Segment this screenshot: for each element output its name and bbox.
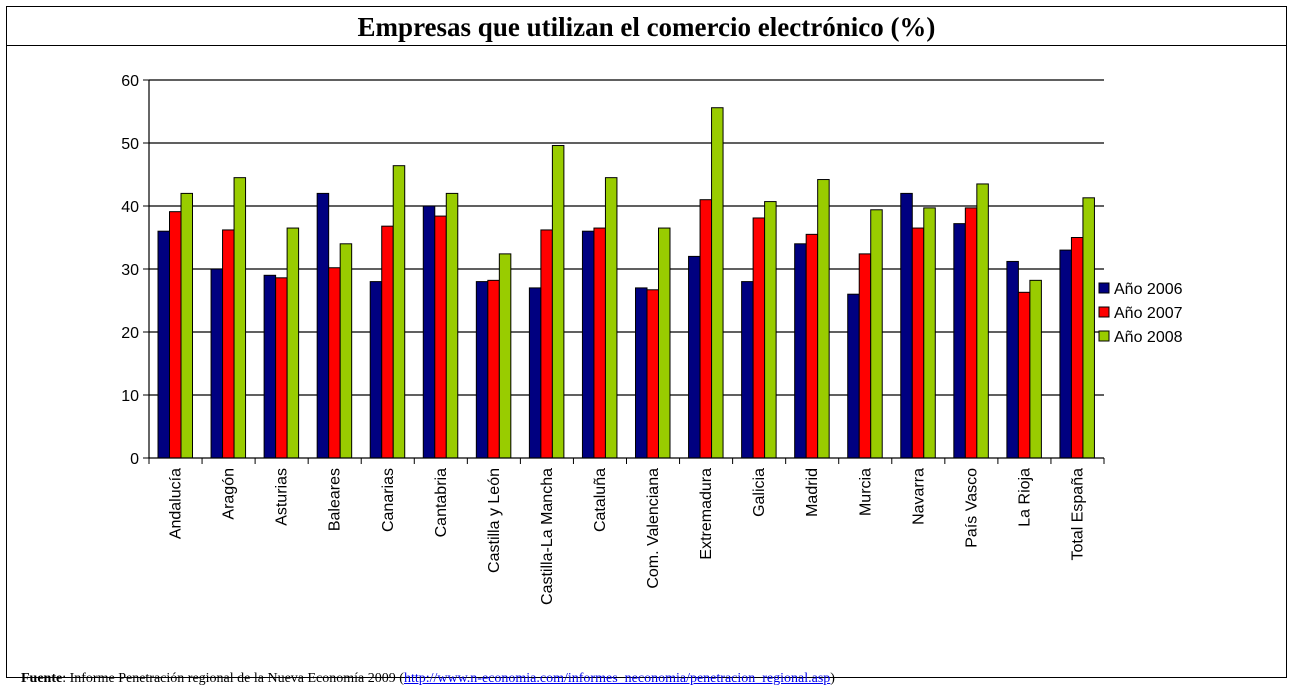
bar bbox=[1070, 237, 1084, 459]
bar bbox=[540, 229, 553, 459]
bar bbox=[328, 267, 341, 459]
x-tick-label: Andalucía bbox=[168, 468, 185, 539]
x-tick-label: Cantabria bbox=[433, 468, 450, 537]
bar bbox=[858, 253, 872, 459]
source-text: : Informe Penetración regional de la Nue… bbox=[62, 671, 404, 685]
bar bbox=[210, 268, 224, 459]
y-tick-label: 30 bbox=[121, 262, 139, 279]
bar bbox=[1029, 279, 1042, 459]
bar bbox=[422, 205, 436, 459]
gridlines bbox=[149, 79, 1104, 396]
x-tick-label: Castilla y León bbox=[486, 468, 503, 573]
bar bbox=[817, 179, 830, 459]
legend-swatch bbox=[1098, 282, 1110, 294]
bar bbox=[392, 165, 406, 459]
x-tick-label: Castilla-La Mancha bbox=[539, 468, 556, 605]
bar bbox=[741, 281, 754, 459]
legend-swatch bbox=[1098, 306, 1110, 318]
bar bbox=[646, 289, 659, 459]
bar bbox=[1059, 249, 1072, 459]
bar bbox=[434, 215, 447, 459]
bar bbox=[275, 277, 288, 459]
bar bbox=[263, 274, 277, 459]
y-tick-label: 10 bbox=[121, 388, 139, 405]
bar bbox=[233, 177, 247, 459]
source-link[interactable]: http://www.n-economia.com/informes_necon… bbox=[403, 671, 831, 685]
y-tick-label: 50 bbox=[121, 136, 139, 153]
bar-chart: 0 10 20 30 40 50 60 Andalucía Aragón Asturias Bale… bbox=[121, 73, 1183, 605]
bar bbox=[711, 107, 724, 459]
bar bbox=[487, 279, 500, 459]
bar bbox=[752, 217, 766, 459]
x-tick-label: Navarra bbox=[910, 468, 927, 525]
y-tick-label: 40 bbox=[121, 199, 139, 216]
x-tick-label: Asturias bbox=[274, 468, 291, 526]
bar bbox=[222, 229, 235, 459]
chart-frame: Empresas que utilizan el comercio electr… bbox=[6, 6, 1287, 685]
bar bbox=[180, 192, 193, 459]
chart-title: Empresas que utilizan el comercio electr… bbox=[7, 7, 1286, 46]
bar bbox=[699, 199, 713, 459]
y-tick-label: 60 bbox=[121, 73, 139, 90]
bar bbox=[1082, 197, 1095, 459]
source-close: ) bbox=[830, 671, 835, 685]
bar bbox=[498, 253, 512, 459]
bars bbox=[157, 107, 1095, 459]
bar bbox=[870, 209, 883, 459]
bar bbox=[381, 225, 394, 459]
bar bbox=[900, 192, 913, 459]
bar bbox=[528, 287, 542, 459]
x-tick-label: Baleares bbox=[327, 468, 344, 531]
bar bbox=[604, 177, 618, 459]
source-label: Fuente bbox=[21, 671, 63, 685]
bar bbox=[923, 207, 936, 459]
bar bbox=[964, 207, 978, 459]
bar bbox=[688, 255, 701, 459]
y-tick-label: 20 bbox=[121, 325, 139, 342]
legend-label: Año 2007 bbox=[1114, 305, 1183, 322]
legend-label: Año 2008 bbox=[1114, 329, 1183, 346]
x-tick-label: País Vasco bbox=[963, 468, 980, 548]
bar bbox=[157, 230, 170, 459]
bar bbox=[794, 243, 807, 459]
bar bbox=[593, 227, 606, 459]
bar bbox=[911, 227, 925, 459]
y-tick-label: 0 bbox=[130, 451, 139, 468]
legend-swatch bbox=[1098, 330, 1110, 342]
bar bbox=[658, 227, 671, 459]
legend: Año 2006 Año 2007 Año 2008 bbox=[1098, 281, 1183, 346]
bar bbox=[764, 201, 777, 459]
x-tick-label: Canarias bbox=[380, 468, 397, 532]
x-tick-label: Extremadura bbox=[698, 468, 715, 560]
x-tick-label: Aragón bbox=[221, 468, 238, 520]
bar bbox=[445, 192, 459, 459]
axes: 0 10 20 30 40 50 60 Andalucía Aragón Asturias Bale… bbox=[121, 73, 1105, 605]
bar bbox=[976, 183, 989, 459]
source-note: Fuente: Informe Penetración regional de … bbox=[21, 671, 1291, 685]
legend-label: Año 2006 bbox=[1114, 281, 1183, 298]
x-tick-label: Murcia bbox=[857, 468, 874, 516]
bar bbox=[581, 230, 595, 459]
x-tick-label: Madrid bbox=[804, 468, 821, 517]
x-tick-label: Galicia bbox=[751, 468, 768, 517]
x-tick-label: Total España bbox=[1069, 468, 1086, 561]
bar bbox=[369, 281, 383, 459]
bar bbox=[551, 145, 565, 459]
bar bbox=[635, 287, 648, 459]
bar bbox=[316, 192, 330, 459]
bar bbox=[847, 293, 860, 459]
x-tick-label: Cataluña bbox=[592, 468, 609, 532]
bar bbox=[1017, 291, 1031, 459]
x-tick-label: La Rioja bbox=[1016, 468, 1033, 527]
bar bbox=[953, 223, 966, 459]
bar bbox=[805, 233, 819, 459]
bar bbox=[475, 281, 489, 459]
bar bbox=[169, 211, 182, 459]
bar bbox=[1006, 260, 1019, 459]
x-tick-label: Com. Valenciana bbox=[645, 468, 662, 589]
bar bbox=[339, 243, 353, 459]
bar bbox=[286, 227, 300, 459]
